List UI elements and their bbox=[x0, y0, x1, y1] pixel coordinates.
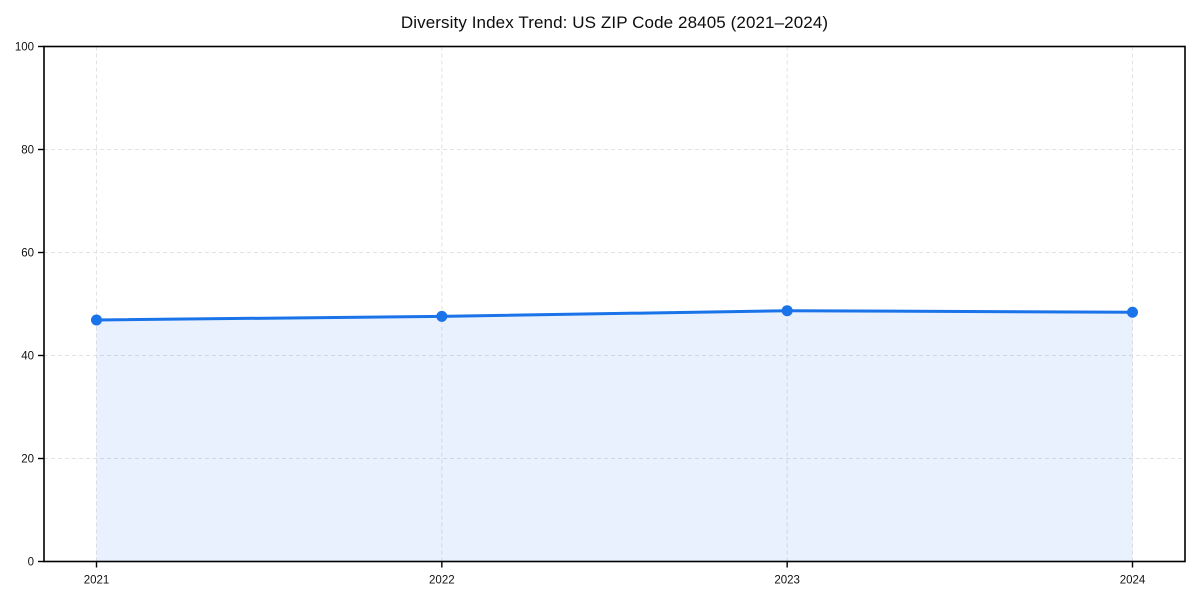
x-tick-label: 2024 bbox=[1120, 575, 1146, 587]
data-point bbox=[1127, 306, 1138, 318]
y-tick-label: 60 bbox=[21, 248, 34, 260]
chart-title: Diversity Index Trend: US ZIP Code 28405… bbox=[400, 13, 829, 32]
plot-border bbox=[43, 45, 1186, 563]
y-tick-label: 80 bbox=[21, 145, 34, 157]
data-point bbox=[781, 305, 793, 317]
y-tick-label: 40 bbox=[21, 351, 34, 363]
x-tick-label: 2022 bbox=[429, 575, 455, 587]
trend-line bbox=[95, 309, 1134, 322]
area-fill bbox=[96, 310, 1133, 562]
x-tick-label: 2021 bbox=[84, 575, 110, 587]
y-tick-label: 0 bbox=[28, 557, 34, 569]
x-tick-label: 2023 bbox=[774, 575, 800, 587]
data-point bbox=[436, 310, 448, 322]
y-tick-label: 20 bbox=[21, 454, 34, 466]
data-point bbox=[91, 314, 102, 326]
y-tick-label: 100 bbox=[15, 42, 34, 54]
